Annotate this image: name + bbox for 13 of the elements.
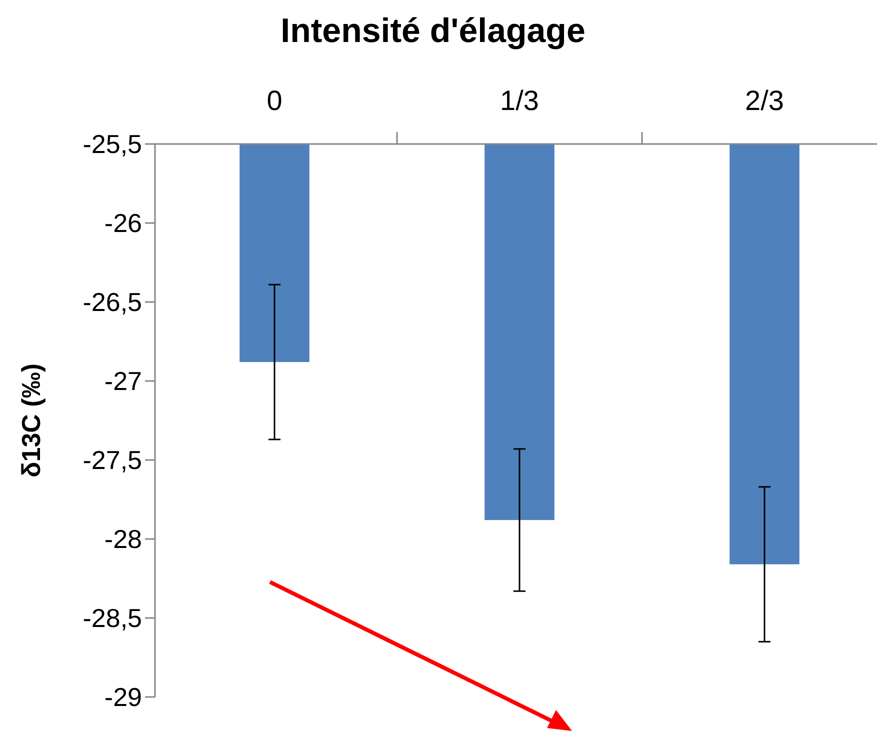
- y-tick-label: -28,5: [82, 603, 142, 634]
- y-tick-label: -29: [104, 682, 142, 712]
- y-axis-title: δ13C (‰): [16, 363, 46, 478]
- x-tick-label: 2/3: [745, 85, 784, 116]
- y-tick-label: -26,5: [82, 287, 142, 318]
- y-tick-label: -26: [104, 208, 142, 238]
- chart-title: Intensité d'élagage: [280, 12, 586, 50]
- y-tick-label: -25,5: [82, 129, 142, 160]
- x-tick-label: 0: [266, 85, 282, 116]
- y-tick-label: -28: [104, 524, 142, 554]
- y-tick-label: -27,5: [82, 445, 142, 476]
- x-tick-label: 1/3: [500, 85, 539, 116]
- y-tick-label: -27: [104, 366, 142, 396]
